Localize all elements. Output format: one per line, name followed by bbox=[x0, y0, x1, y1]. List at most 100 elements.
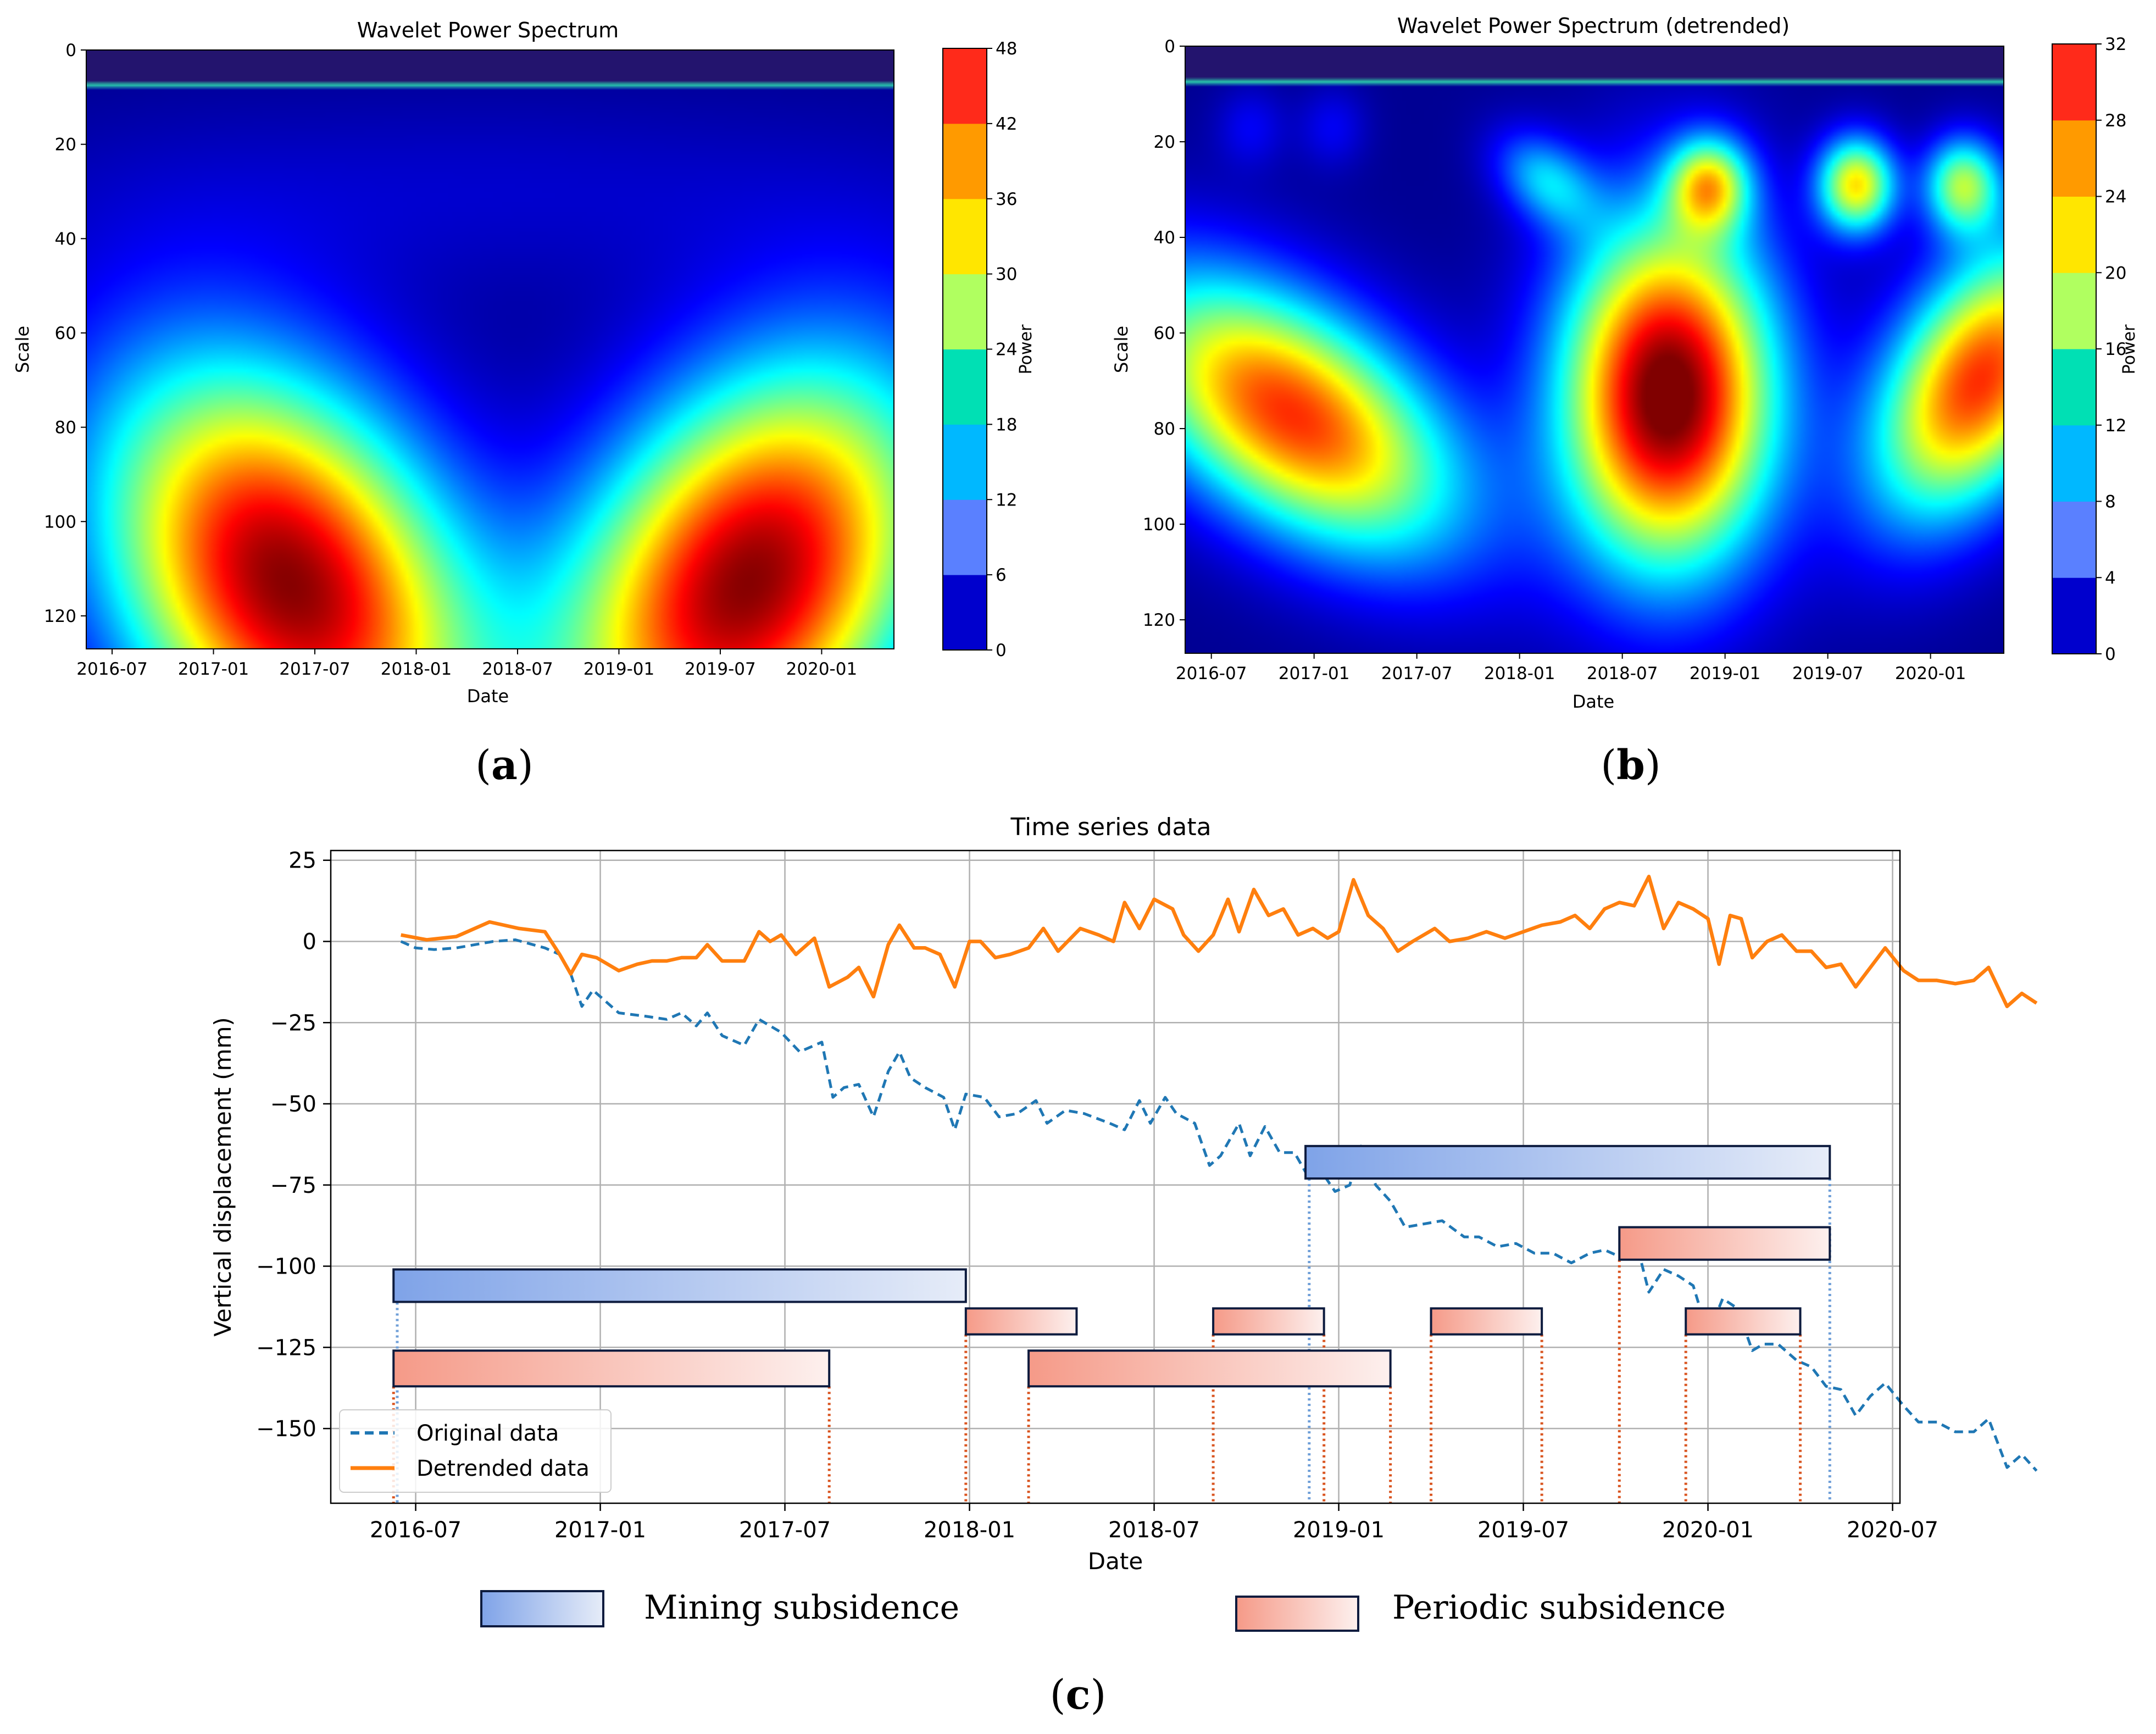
panel-c-xtick-label: 2017-01 bbox=[554, 1518, 646, 1543]
panel-b-colorbar-tick-label: 12 bbox=[2105, 416, 2126, 436]
panel-b-colorbar-tick-label: 0 bbox=[2105, 644, 2116, 664]
panel-c-x-ticks: 2016-07 2017-01 2017-07 2018-01 2018-07 2019-… bbox=[370, 1503, 1938, 1543]
panel-c-y-ticks: 25 0 −25 −50 −75 −100 −125 −150 bbox=[256, 848, 331, 1442]
legend-original-label: Original data bbox=[416, 1421, 559, 1446]
panel-b-xtick-label: 2017-01 bbox=[1279, 664, 1350, 683]
panel-b-colorbar-tick-label: 28 bbox=[2105, 111, 2126, 131]
panel-b-colorbar-label: Power bbox=[2120, 324, 2139, 374]
periodic-subsidence-bar bbox=[1027, 1349, 1392, 1388]
panel-a-ytick-label: 60 bbox=[55, 324, 76, 343]
panel-b-x-ticks: 2016-07 2017-01 2017-07 2018-01 2018-07 2019-… bbox=[1176, 653, 1966, 683]
panel-a-xtick-label: 2018-01 bbox=[381, 659, 452, 679]
subsidence-key: Mining subsidence Periodic subsidence bbox=[480, 1588, 1726, 1632]
panel-a-colorbar-label: Power bbox=[1016, 324, 1036, 374]
panel-b-ytick-label: 100 bbox=[1143, 515, 1175, 535]
panel-b-xtick-label: 2019-01 bbox=[1690, 664, 1761, 683]
panel-c-xtick-label: 2018-01 bbox=[924, 1518, 1015, 1543]
panel-c-ytick-label: 25 bbox=[288, 848, 316, 874]
panel-c-ylabel: Vertical displacement (mm) bbox=[209, 1017, 236, 1337]
panel-a-colorbar-band bbox=[943, 48, 987, 124]
panel-b-colorbar-band bbox=[2052, 577, 2096, 654]
panel-b-frame bbox=[1185, 46, 2004, 654]
panel-b-xtick-label: 2018-01 bbox=[1484, 664, 1555, 683]
panel-c-legend: Original data Detrended data bbox=[339, 1409, 612, 1493]
panel-a-xtick-label: 2017-01 bbox=[178, 659, 249, 679]
periodic-subsidence-bar bbox=[1430, 1307, 1543, 1336]
panel-a-ytick-label: 100 bbox=[44, 512, 76, 532]
panel-b-colorbar-band bbox=[2052, 273, 2096, 349]
panel-b-xtick-label: 2019-07 bbox=[1792, 664, 1864, 683]
panel-b-heatmap bbox=[1185, 46, 2004, 653]
mining-subsidence-bar bbox=[392, 1268, 967, 1303]
periodic-subsidence-bar bbox=[964, 1307, 1078, 1336]
panel-b-colorbar-tick-label: 32 bbox=[2105, 35, 2126, 54]
panel-b-ytick-label: 80 bbox=[1154, 419, 1175, 439]
panel-c-xtick-label: 2018-07 bbox=[1108, 1518, 1200, 1543]
panel-c-xtick-label: 2016-07 bbox=[370, 1518, 462, 1543]
panel-c-lines bbox=[400, 875, 2038, 1472]
periodic-subsidence-bar bbox=[1618, 1226, 1831, 1261]
key-periodic-swatch bbox=[1235, 1596, 1359, 1632]
mining-subsidence-bar bbox=[1304, 1144, 1831, 1180]
panel-b-colorbar-tick-label: 4 bbox=[2105, 568, 2116, 588]
panel-a-colorbar-band bbox=[943, 349, 987, 425]
periodic-subsidence-bar bbox=[1212, 1307, 1325, 1336]
panel-c-xtick-label: 2019-07 bbox=[1477, 1518, 1569, 1543]
panel-b-ytick-label: 40 bbox=[1154, 228, 1175, 248]
panel-a-colorbar-tick-label: 12 bbox=[996, 490, 1017, 510]
panel-a-colorbar-tick-label: 48 bbox=[996, 39, 1017, 59]
panel-a-colorbar-band bbox=[943, 198, 987, 275]
panel-a-colorbar: 0 6 12 18 24 30 36 42 48 bbox=[942, 39, 1017, 660]
panel-a-colorbar-tick-label: 30 bbox=[996, 265, 1017, 285]
panel-c-ytick-label: −25 bbox=[270, 1010, 316, 1036]
panel-b-ytick-label: 60 bbox=[1154, 324, 1175, 343]
panel-c-frame bbox=[330, 849, 1901, 1504]
panel-a-xlabel: Date bbox=[467, 686, 509, 707]
panel-a-colorbar-band bbox=[943, 499, 987, 575]
panel-a-colorbar-band bbox=[943, 274, 987, 349]
panel-a-xtick-label: 2019-01 bbox=[584, 659, 655, 679]
panel-a-xtick-label: 2020-01 bbox=[786, 659, 858, 679]
panel-a-heatmap bbox=[86, 50, 894, 649]
key-mining-label: Mining subsidence bbox=[644, 1588, 959, 1627]
panel-a-xtick-label: 2018-07 bbox=[482, 659, 553, 679]
panel-c-xtick-label: 2020-07 bbox=[1847, 1518, 1938, 1543]
panel-b-colorbar-band bbox=[2052, 425, 2096, 502]
key-mining-swatch bbox=[480, 1590, 604, 1627]
panel-b-xtick-label: 2016-07 bbox=[1176, 664, 1247, 683]
panel-c-title: Time series data bbox=[1010, 813, 1211, 841]
panel-b-ytick-label: 120 bbox=[1143, 610, 1175, 630]
panel-b-colorbar-band bbox=[2052, 44, 2096, 121]
panel-c-ytick-label: 0 bbox=[303, 929, 316, 954]
panel-a-colorbar-band bbox=[943, 123, 987, 199]
panel-c-xtick-label: 2019-01 bbox=[1293, 1518, 1385, 1543]
panel-b-colorbar-band bbox=[2052, 196, 2096, 273]
legend-box bbox=[339, 1409, 612, 1493]
panel-a-wavelet-power: Wavelet Power Spectrum 2016-07 2017-01 201… bbox=[12, 18, 1036, 707]
panel-b-ytick-label: 20 bbox=[1154, 132, 1175, 152]
panel-c-ytick-label: −150 bbox=[256, 1416, 316, 1442]
caption-b: (b) bbox=[1601, 742, 1661, 789]
panel-c-subsidence-bars bbox=[392, 1144, 1831, 1388]
panel-b-xlabel: Date bbox=[1572, 691, 1614, 712]
panel-b-colorbar: 0 4 8 12 16 20 24 28 32 bbox=[2052, 35, 2126, 664]
panel-a-ytick-label: 40 bbox=[55, 229, 76, 249]
caption-a: (a) bbox=[475, 742, 534, 789]
panel-b-wavelet-power-detrended: Wavelet Power Spectrum (detrended) 2016-… bbox=[1111, 14, 2139, 712]
panel-b-colorbar-tick-label: 20 bbox=[2105, 263, 2126, 283]
panel-a-colorbar-tick-label: 0 bbox=[996, 641, 1007, 660]
panel-a-y-ticks: 0 20 40 60 80 100 120 bbox=[44, 41, 86, 626]
panel-a-colorbar-tick-label: 42 bbox=[996, 114, 1017, 134]
panel-a-x-ticks: 2016-07 2017-01 2017-07 2018-01 2018-07 2019-… bbox=[76, 649, 857, 679]
panel-c-ytick-label: −50 bbox=[270, 1092, 316, 1117]
panel-b-xtick-label: 2020-01 bbox=[1895, 664, 1966, 683]
legend-detrended-label: Detrended data bbox=[416, 1456, 590, 1481]
panel-a-colorbar-tick-label: 36 bbox=[996, 190, 1017, 209]
panel-a-xtick-label: 2016-07 bbox=[76, 659, 148, 679]
periodic-subsidence-bar bbox=[1685, 1307, 1802, 1336]
panel-b-colorbar-tick-label: 8 bbox=[2105, 492, 2116, 512]
panel-b-ylabel: Scale bbox=[1111, 326, 1132, 373]
panel-b-colorbar-tick-label: 16 bbox=[2105, 340, 2126, 359]
panel-b-ytick-label: 0 bbox=[1164, 37, 1175, 57]
